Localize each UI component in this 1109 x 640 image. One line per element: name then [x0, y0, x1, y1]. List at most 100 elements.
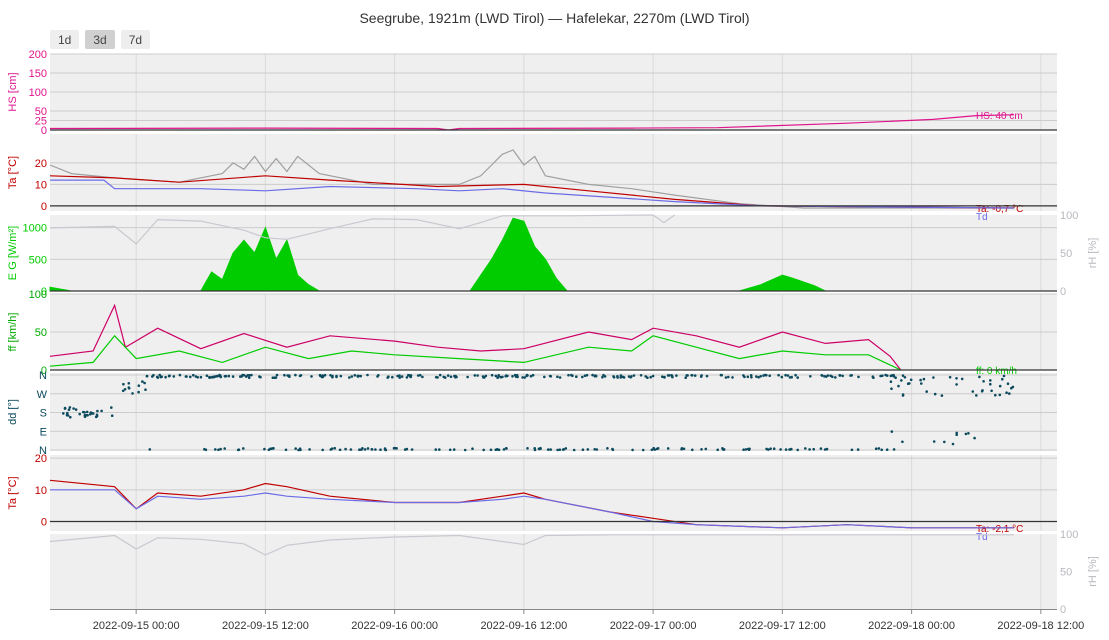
wind-direction-dot [788, 376, 792, 379]
wind-direction-dot [353, 374, 357, 377]
wind-direction-dot [1002, 374, 1006, 378]
x-tick-label: 2022-09-18 12:00 [997, 620, 1084, 632]
wind-direction-dot [366, 447, 370, 450]
y-tick-label: W [37, 389, 48, 401]
wind-direction-dot [772, 447, 776, 451]
wind-direction-dot [769, 447, 772, 451]
wind-direction-dot [901, 374, 905, 377]
wind-direction-dot [892, 375, 896, 378]
wind-direction-dot [100, 409, 103, 413]
wind-direction-dot [746, 375, 750, 379]
right-y-tick-label: 50 [1060, 567, 1072, 579]
wind-direction-dot [476, 374, 479, 377]
wind-direction-dot [955, 431, 958, 435]
panel-eg: 0 500 1000 0 50 100 rH [%] E G [W/m²] [7, 210, 1099, 298]
wind-direction-dot [525, 373, 529, 377]
right-y-tick-label: 0 [1060, 286, 1066, 298]
wind-direction-dot [338, 448, 342, 452]
annotation-hs: HS: 40 cm [976, 111, 1023, 122]
y-axis-label: Ta [°C] [7, 476, 19, 509]
wind-direction-dot [531, 373, 535, 377]
wind-direction-dot [383, 447, 387, 450]
wind-direction-dot [66, 414, 70, 417]
wind-direction-dot [901, 393, 905, 396]
range-button-7d[interactable]: 7d [120, 30, 151, 49]
wind-direction-dot [366, 373, 369, 377]
wind-direction-dot [612, 376, 616, 379]
wind-direction-dot [641, 448, 645, 452]
wind-direction-dot [649, 375, 652, 379]
wind-direction-dot [62, 412, 65, 415]
y-tick-label: 10 [35, 485, 47, 497]
wind-direction-dot [214, 448, 217, 451]
wind-direction-dot [804, 447, 807, 450]
wind-direction-dot [556, 448, 559, 452]
wind-direction-dot [796, 376, 799, 379]
wind-direction-dot [152, 373, 155, 377]
wind-direction-dot [67, 408, 71, 412]
right-y-tick-label: 50 [1060, 248, 1072, 260]
wind-direction-dot [199, 375, 203, 379]
wind-direction-dot [663, 376, 666, 379]
wind-direction-dot [594, 374, 597, 377]
wind-direction-dot [892, 448, 896, 451]
wind-direction-dot [780, 375, 784, 379]
wind-direction-dot [515, 373, 519, 377]
wind-direction-dot [838, 374, 842, 377]
y-axis-label: E G [W/m²] [7, 226, 19, 280]
x-tick-label: 2022-09-16 00:00 [351, 620, 438, 632]
y-tick-label: 100 [29, 87, 47, 99]
wind-direction-dot [581, 375, 584, 379]
wind-direction-dot [900, 379, 903, 382]
wind-direction-dot [856, 448, 860, 451]
wind-direction-dot [294, 373, 297, 377]
wind-direction-dot [299, 374, 303, 377]
wind-direction-dot [387, 375, 390, 379]
wind-direction-dot [405, 376, 409, 379]
wind-direction-dot [998, 393, 1002, 397]
wind-direction-dot [704, 447, 708, 451]
wind-direction-dot [693, 374, 697, 377]
y-axis-label: ff [km/h] [7, 313, 19, 352]
wind-direction-dot [333, 446, 337, 450]
wind-direction-dot [335, 374, 338, 378]
wind-direction-dot [784, 448, 788, 451]
y-tick-label: 20 [35, 158, 47, 170]
series-line-rh [49, 214, 676, 245]
wind-direction-dot [184, 375, 188, 378]
wind-direction-dot [700, 448, 703, 451]
wind-direction-dot [881, 374, 884, 378]
wind-direction-dot [275, 373, 279, 377]
range-button-1d[interactable]: 1d [50, 30, 80, 49]
wind-direction-dot [407, 373, 410, 377]
annotation-td: Td [976, 212, 988, 223]
wind-direction-dot [829, 374, 832, 378]
wind-direction-dot [750, 376, 753, 379]
wind-direction-dot [348, 376, 351, 379]
wind-direction-dot [358, 448, 361, 452]
wind-direction-dot [650, 448, 654, 452]
wind-direction-dot [172, 375, 176, 378]
wind-direction-dot [548, 374, 552, 378]
wind-direction-dot [903, 376, 907, 379]
wind-direction-dot [511, 375, 514, 378]
wind-direction-dot [667, 374, 671, 377]
series-line-tgray [49, 149, 1014, 209]
y-tick-label: E [40, 426, 47, 438]
wind-direction-dot [521, 376, 524, 379]
wind-direction-dot [330, 447, 334, 451]
wind-direction-dot [742, 448, 745, 452]
wind-direction-dot [137, 384, 141, 388]
panel-ta1: 0 10 20 Ta [°C] Ta: -0,7 °CTd [7, 149, 1057, 223]
x-tick-label: 2022-09-15 00:00 [93, 620, 180, 632]
wind-direction-dot [955, 383, 958, 386]
wind-direction-dot [273, 376, 277, 380]
range-button-3d[interactable]: 3d [85, 30, 115, 49]
y-tick-label: 0 [41, 125, 47, 137]
wind-direction-dot [192, 373, 195, 377]
wind-direction-dot [405, 447, 409, 451]
wind-direction-dot [790, 447, 793, 451]
wind-direction-dot [141, 380, 144, 383]
wind-direction-dot [885, 374, 889, 377]
